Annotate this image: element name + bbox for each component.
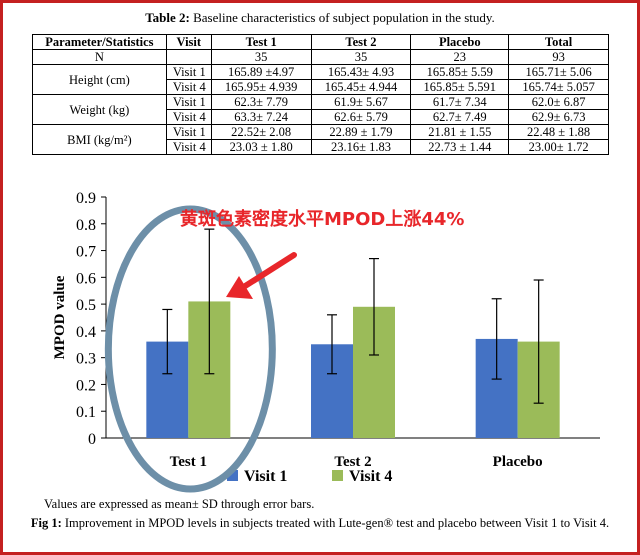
table-cell: 23.00± 1.72 xyxy=(508,139,609,155)
x-tick-label: Test 1 xyxy=(170,454,207,470)
table-cell: BMI (kg/m²) xyxy=(32,124,167,155)
legend-swatch xyxy=(227,470,238,481)
legend-swatch xyxy=(332,470,343,481)
table-cell: Weight (kg) xyxy=(32,94,167,125)
table-cell: 62.7± 7.49 xyxy=(410,109,510,125)
table-cell: 165.45± 4.944 xyxy=(310,79,412,95)
table-cell: Height (cm) xyxy=(32,64,167,95)
x-tick-label: Placebo xyxy=(493,454,543,470)
table-cell: 22.48 ± 1.88 xyxy=(508,124,609,140)
table-row: Visit 4 63.3± 7.24 62.6± 5.79 62.7± 7.49… xyxy=(33,109,609,125)
table-cell: Visit 1 xyxy=(165,94,212,110)
table-cell: 61.7± 7.34 xyxy=(410,94,510,110)
header-cell: Test 1 xyxy=(210,34,312,50)
table-cell: 93 xyxy=(508,49,609,65)
table-cell: 22.89 ± 1.79 xyxy=(310,124,412,140)
table-row: Visit 4 165.95± 4.939 165.45± 4.944 165.… xyxy=(33,79,609,95)
table-cell: Visit 4 xyxy=(165,79,212,95)
table-cell: 23.16± 1.83 xyxy=(310,139,412,155)
table-cell: 165.95± 4.939 xyxy=(210,79,312,95)
y-tick-label: 0.4 xyxy=(76,324,96,341)
y-tick-label: 0.2 xyxy=(76,377,96,394)
table-row: N 35 35 23 93 xyxy=(32,49,609,65)
header-cell: Placebo xyxy=(410,34,510,50)
y-tick-label: 0.1 xyxy=(76,404,96,421)
table-cell: Visit 1 xyxy=(165,124,212,140)
table-row: Visit 4 23.03 ± 1.80 23.16± 1.83 22.73 ±… xyxy=(33,139,609,155)
table-cell: Visit 1 xyxy=(165,64,212,80)
baseline-table: Parameter/Statistics Visit Test 1 Test 2… xyxy=(32,34,609,155)
y-axis-label: MPOD value xyxy=(52,275,68,359)
chart-note: Values are expressed as mean± SD through… xyxy=(44,497,315,511)
table-cell: 35 xyxy=(310,49,412,65)
y-tick-label: 0.8 xyxy=(76,217,96,234)
table-title: Table 2: Baseline characteristics of sub… xyxy=(145,10,495,25)
y-tick-label: 0 xyxy=(88,431,96,448)
table-cell xyxy=(165,49,212,65)
mpod-bar-chart-svg: 0 0.1 0.2 0.3 0.4 0.5 0.6 0.7 0.8 0.9 MPOD value Te… xyxy=(52,190,600,493)
table-cell: 62.0± 6.87 xyxy=(508,94,609,110)
table-cell: 62.3± 7.79 xyxy=(210,94,312,110)
figure-caption: Fig 1: Improvement in MPOD levels in sub… xyxy=(30,516,610,530)
table-cell: 22.52± 2.08 xyxy=(210,124,312,140)
table-cell: 61.9± 5.67 xyxy=(310,94,412,110)
x-tick-label: Test 2 xyxy=(334,454,371,470)
mpod-chart: 0 0.1 0.2 0.3 0.4 0.5 0.6 0.7 0.8 0.9 MPOD value Te… xyxy=(34,181,606,496)
table-cell: 165.85± 5.59 xyxy=(410,64,510,80)
legend-label: Visit 1 xyxy=(244,468,287,485)
table-cell: 22.73 ± 1.44 xyxy=(410,139,510,155)
table-cell: 165.43± 4.93 xyxy=(310,64,412,80)
table-row: Height (cm) Visit 1 165.89 ±4.97 165.43±… xyxy=(32,64,609,95)
legend-label: Visit 4 xyxy=(349,468,392,485)
annotation-arrowhead xyxy=(226,276,253,299)
table-header-row: Parameter/Statistics Visit Test 1 Test 2… xyxy=(32,34,609,50)
table-cell: 63.3± 7.24 xyxy=(210,109,312,125)
header-cell: Total xyxy=(508,34,609,50)
header-cell: Parameter/Statistics xyxy=(32,34,167,50)
table-row: BMI (kg/m²) Visit 1 22.52± 2.08 22.89 ± … xyxy=(32,124,609,155)
table-cell: 165.85± 5.591 xyxy=(410,79,510,95)
table-cell: 23 xyxy=(410,49,510,65)
y-tick-label: 0.9 xyxy=(76,190,96,207)
table-cell: 165.74± 5.057 xyxy=(508,79,609,95)
table-cell: 21.81 ± 1.55 xyxy=(410,124,510,140)
table-cell: 35 xyxy=(210,49,312,65)
table-cell: 165.89 ±4.97 xyxy=(210,64,312,80)
table-cell: 62.9± 6.73 xyxy=(508,109,609,125)
y-tick-label: 0.3 xyxy=(76,351,96,368)
header-cell: Visit xyxy=(165,34,212,50)
table-cell: 23.03 ± 1.80 xyxy=(210,139,312,155)
table-cell: 62.6± 5.79 xyxy=(310,109,412,125)
highlight-ellipse xyxy=(104,205,276,493)
table-row: Weight (kg) Visit 1 62.3± 7.79 61.9± 5.6… xyxy=(32,94,609,125)
y-tick-label: 0.6 xyxy=(76,270,96,287)
table-cell: N xyxy=(32,49,167,65)
table-cell: Visit 4 xyxy=(165,139,212,155)
y-tick-label: 0.7 xyxy=(76,244,96,261)
table-cell: 165.71± 5.06 xyxy=(508,64,609,80)
header-cell: Test 2 xyxy=(310,34,412,50)
table-cell: Visit 4 xyxy=(165,109,212,125)
annotation-text: 黄斑色素密度水平MPOD上涨44% xyxy=(180,208,464,230)
y-tick-label: 0.5 xyxy=(76,297,96,314)
annotation-arrow xyxy=(239,252,297,291)
